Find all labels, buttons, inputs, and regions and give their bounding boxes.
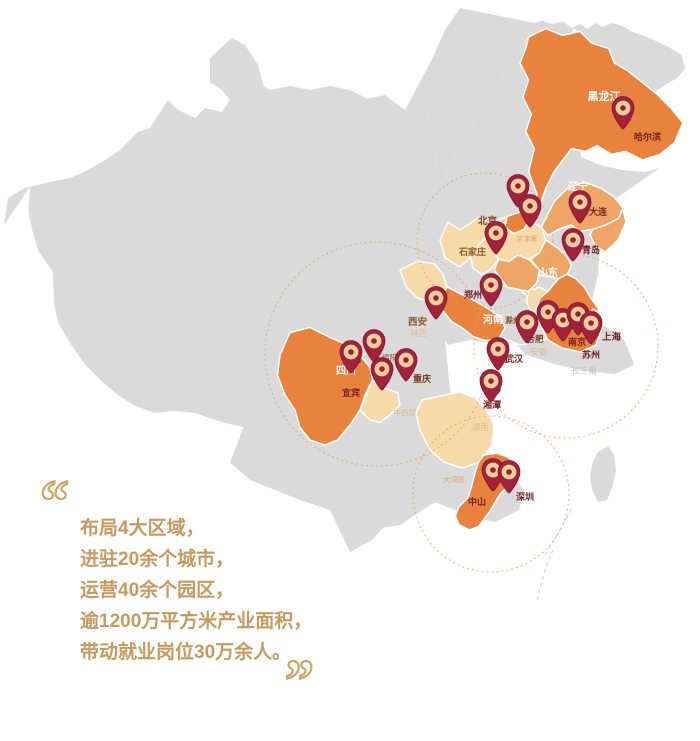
svg-text:大湾区: 大湾区 (443, 474, 466, 484)
svg-text:郑州: 郑州 (464, 289, 482, 300)
svg-text:中西部: 中西部 (394, 407, 417, 417)
svg-text:青岛: 青岛 (582, 244, 600, 255)
svg-text:湖南: 湖南 (471, 422, 488, 432)
svg-text:上海: 上海 (602, 331, 622, 343)
svg-text:宜宾: 宜宾 (342, 387, 360, 398)
svg-text:南京: 南京 (568, 336, 586, 347)
svg-text:“: “ (40, 468, 69, 533)
svg-text:广东: 广东 (528, 470, 548, 483)
svg-text:西安: 西安 (408, 316, 428, 328)
svg-text:布局4大区域，: 布局4大区域， (80, 516, 205, 539)
svg-text:哈尔滨: 哈尔滨 (634, 131, 661, 142)
svg-text:重庆: 重庆 (413, 373, 431, 384)
svg-text:逾1200万平方米产业面积，: 逾1200万平方米产业面积， (80, 609, 312, 632)
svg-text:湖北: 湖北 (462, 355, 482, 368)
svg-text:京津冀: 京津冀 (517, 234, 538, 243)
svg-text:运营40余个园区，: 运营40余个园区， (80, 578, 234, 601)
svg-text:安徽: 安徽 (530, 347, 548, 357)
svg-text:石家庄: 石家庄 (458, 246, 486, 257)
svg-text:”: ” (285, 648, 314, 713)
svg-text:苏州: 苏州 (582, 349, 600, 360)
svg-text:河南: 河南 (483, 313, 503, 326)
svg-text:长三角: 长三角 (571, 366, 597, 376)
svg-text:深圳: 深圳 (516, 491, 534, 502)
svg-text:带动就业岗位30万余人。: 带动就业岗位30万余人。 (80, 640, 291, 663)
svg-text:陕西: 陕西 (411, 328, 427, 338)
svg-text:进驻20余个城市，: 进驻20余个城市， (80, 547, 234, 570)
svg-text:大连: 大连 (589, 206, 608, 217)
svg-text:中山: 中山 (468, 496, 486, 507)
svg-text:山东: 山东 (538, 266, 558, 279)
